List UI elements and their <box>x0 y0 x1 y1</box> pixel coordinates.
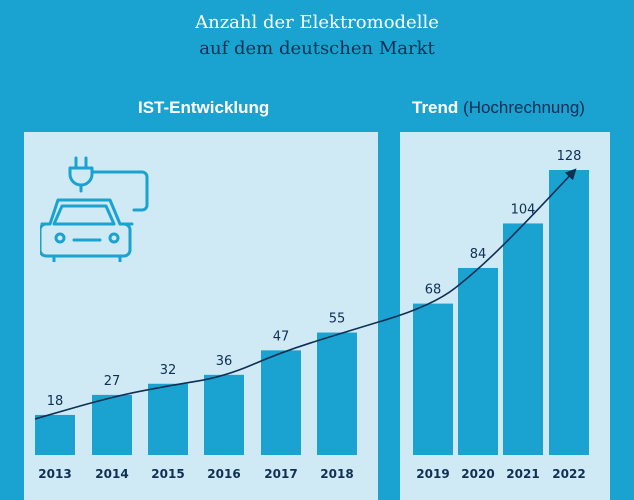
x-tick-label-2016: 2016 <box>207 467 240 481</box>
bar-2017 <box>261 350 301 455</box>
value-label-2013: 18 <box>47 394 64 409</box>
bar-2014 <box>92 394 132 455</box>
x-tick-label-2020: 2020 <box>461 467 494 481</box>
value-label-2021: 104 <box>511 202 536 217</box>
chart-title-line1: Anzahl der Elektromodelle <box>195 12 439 33</box>
x-tick-label-2017: 2017 <box>264 467 297 481</box>
value-label-2020: 84 <box>470 247 487 262</box>
x-tick-label-2019: 2019 <box>416 467 449 481</box>
x-tick-label-2015: 2015 <box>151 467 184 481</box>
bar-2013 <box>35 414 75 455</box>
bar-2022 <box>549 170 589 455</box>
trend-arrow <box>34 168 577 420</box>
bar-2016 <box>204 374 244 455</box>
bar-2018 <box>317 332 357 455</box>
x-tick-label-2018: 2018 <box>320 467 353 481</box>
x-tick-label-2013: 2013 <box>38 467 71 481</box>
bar-2020 <box>458 267 498 455</box>
section-label-trend-normal: (Hochrechnung) <box>463 98 585 117</box>
value-label-2014: 27 <box>104 374 121 389</box>
value-label-2019: 68 <box>425 283 442 298</box>
value-label-2015: 32 <box>160 363 177 378</box>
value-label-2022: 128 <box>557 149 582 164</box>
x-tick-label-2021: 2021 <box>506 467 539 481</box>
section-label-trend: Trend (Hochrechnung) <box>412 98 585 118</box>
x-tick-label-2014: 2014 <box>95 467 128 481</box>
value-label-2017: 47 <box>273 329 290 344</box>
x-tick-label-2022: 2022 <box>552 467 585 481</box>
section-label-ist: IST-Entwicklung <box>138 98 270 117</box>
section-label-trend-bold: Trend <box>412 98 459 117</box>
chart-title-line2: auf dem deutschen Markt <box>199 38 435 59</box>
car-with-plug-icon <box>40 156 149 262</box>
bar-2015 <box>148 383 188 455</box>
value-label-2018: 55 <box>329 312 346 327</box>
value-label-2016: 36 <box>216 354 233 369</box>
bar-2021 <box>503 223 543 455</box>
bar-2019 <box>413 303 453 455</box>
